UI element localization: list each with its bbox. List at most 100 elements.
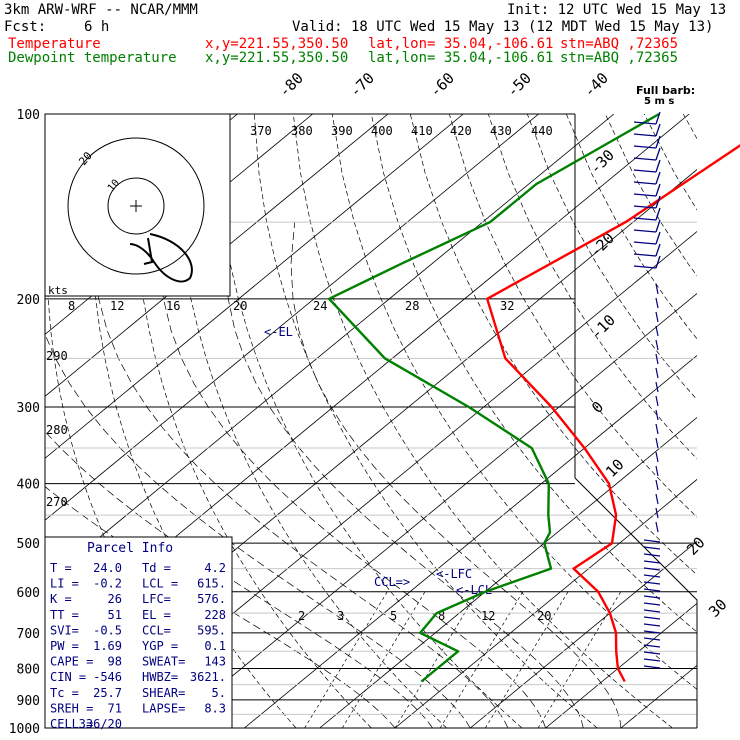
theta-label: 380 xyxy=(291,124,313,138)
legend-temperature-name: Temperature xyxy=(8,36,101,52)
parcel-row-key: LCL = xyxy=(142,577,178,591)
mixing-ratio-label: 8 xyxy=(438,609,445,623)
legend-temperature-latlon: lat,lon= 35.04,-106.61 xyxy=(368,36,554,52)
wind-barb xyxy=(643,574,661,578)
mixing-ratio-line xyxy=(485,591,569,728)
parcel-row-key: SVI= xyxy=(50,623,79,637)
parcel-row-value: -546 xyxy=(93,670,122,684)
hodograph-unit: kts xyxy=(48,284,68,297)
parcel-row-key: HWBZ= xyxy=(142,670,178,684)
wind-barb xyxy=(655,123,661,137)
wind-barb xyxy=(643,560,661,564)
wind-barb xyxy=(655,219,661,233)
isotherm-line xyxy=(319,416,697,728)
wind-barb xyxy=(643,567,661,571)
isotherm-label: -20 xyxy=(586,229,618,261)
wind-barb xyxy=(655,111,661,125)
hodograph-axis-label: 16 xyxy=(166,299,180,313)
pressure-tick-label: 1000 xyxy=(9,722,40,737)
wind-barb xyxy=(643,581,661,585)
parcel-info-box xyxy=(44,536,233,729)
legend-temperature-stn: stn=ABQ ,72365 xyxy=(560,36,679,52)
parcel-row-value: 25.7 xyxy=(93,686,122,700)
wind-barb xyxy=(643,616,661,620)
isotherm-line xyxy=(45,114,615,583)
wind-barb xyxy=(655,409,659,421)
isotherm-label: -30 xyxy=(586,146,618,178)
isotherm-label: -60 xyxy=(426,69,458,101)
wind-barb xyxy=(655,297,659,309)
parcel-row-value: -0.2 xyxy=(93,577,122,591)
pressure-tick-label: 100 xyxy=(17,108,40,123)
wind-barb xyxy=(633,217,657,221)
parcel-row-value: -0.5 xyxy=(93,623,122,637)
wind-barb xyxy=(655,521,659,533)
dry-adiabat-line xyxy=(682,114,697,140)
hodograph-ring-inner xyxy=(107,177,165,235)
parcel-row-value: 576. xyxy=(197,592,226,606)
wind-barb xyxy=(655,353,659,365)
wind-barb xyxy=(633,193,657,197)
parcel-row-key: SREH = xyxy=(50,701,93,715)
theta-label: 400 xyxy=(371,124,393,138)
theta-label: 370 xyxy=(250,124,272,138)
parcel-row-key: T = xyxy=(50,561,72,575)
wind-barb xyxy=(655,465,659,477)
mixing-ratio-label: 20 xyxy=(537,609,551,623)
hodograph-axis-label: 12 xyxy=(110,299,124,313)
parcel-row-value: 615. xyxy=(197,577,226,591)
wind-barb xyxy=(655,339,659,351)
isotherm-label: 10 xyxy=(602,455,628,481)
hodograph-trace xyxy=(129,233,193,283)
parcel-row-key: SWEAT= xyxy=(142,655,185,669)
wind-barb xyxy=(655,451,659,463)
wind-barb xyxy=(655,283,659,295)
parcel-row-value: 24.0 xyxy=(93,561,122,575)
wind-barb xyxy=(655,493,659,505)
wind-barb xyxy=(633,181,657,185)
mixing-ratio-line xyxy=(394,591,478,728)
legend-dewpoint-stn: stn=ABQ ,72365 xyxy=(560,50,679,66)
wind-barb xyxy=(643,644,661,648)
fcst-label: Fcst: xyxy=(4,19,47,35)
theta-label: 280 xyxy=(46,423,68,437)
wind-barb xyxy=(655,159,661,173)
hodograph-axis-label: 24 xyxy=(313,299,327,313)
dewpoint-line xyxy=(327,112,660,683)
wind-barb xyxy=(633,205,657,209)
dry-adiabat-line xyxy=(487,114,697,460)
hodograph-axis-label: 32 xyxy=(500,299,514,313)
parcel-info-title: Parcel Info xyxy=(87,541,173,556)
wind-barb xyxy=(655,311,659,323)
theta-label: 440 xyxy=(531,124,553,138)
wind-barb xyxy=(655,395,659,407)
mixing-ratio-label: 3 xyxy=(337,609,344,623)
parcel-annotation: <-EL xyxy=(264,325,293,339)
parcel-row-value: 1.69 xyxy=(93,639,122,653)
parcel-row-key: EL = xyxy=(142,608,171,622)
parcel-row-key: LAPSE= xyxy=(142,701,185,715)
parcel-row-value: 595. xyxy=(197,623,226,637)
wind-barb xyxy=(643,609,661,613)
dry-adiabat-line xyxy=(214,114,523,728)
parcel-row-key: CAPE = xyxy=(50,655,93,669)
wind-barb xyxy=(633,145,657,149)
parcel-row-key: Td = xyxy=(142,561,171,575)
parcel-row-value: 71 xyxy=(108,701,122,715)
wind-barb xyxy=(633,229,657,233)
pressure-tick-label: 200 xyxy=(17,293,40,308)
moist-adiabat-line xyxy=(290,222,622,728)
pressure-tick-label: 900 xyxy=(17,694,40,709)
wind-barb xyxy=(655,437,659,449)
wind-barb xyxy=(655,381,659,393)
parcel-row-value: 336/20 xyxy=(79,717,122,731)
wind-barb xyxy=(655,479,659,491)
parcel-annotation: <-LFC xyxy=(436,567,472,581)
parcel-row-value: 3621. xyxy=(190,670,226,684)
legend-dewpoint-latlon: lat,lon= 35.04,-106.61 xyxy=(368,50,554,66)
wind-barb xyxy=(643,602,661,606)
isotherm-line xyxy=(695,726,697,728)
pressure-tick-label: 500 xyxy=(17,537,40,552)
wind-barb xyxy=(643,637,661,641)
parcel-row-key: LI = xyxy=(50,577,79,591)
